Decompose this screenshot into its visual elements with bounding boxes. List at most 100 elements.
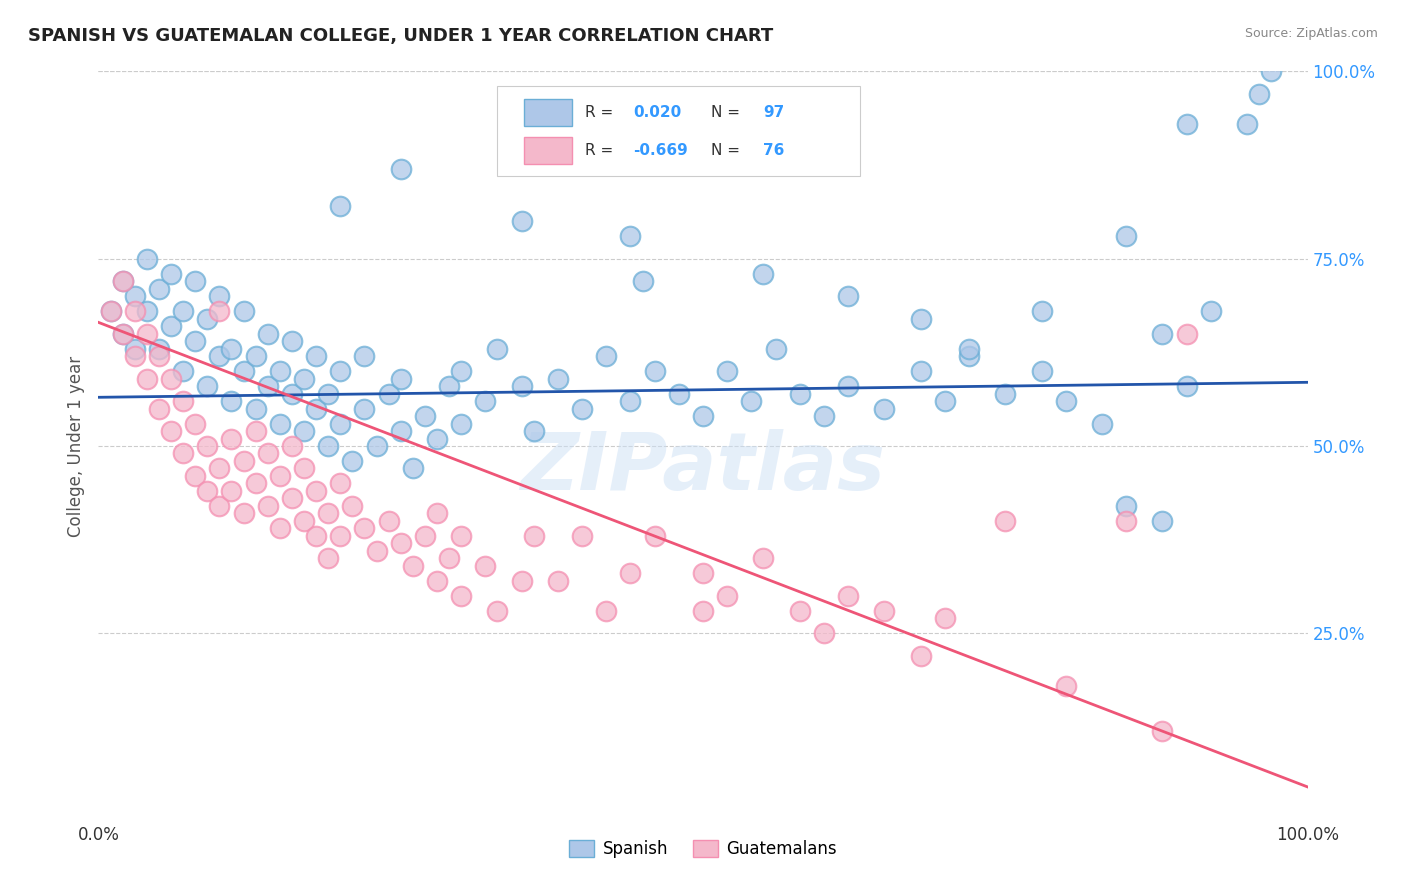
Point: [160, 371, 183, 385]
Point: [111, 326, 134, 341]
Point: [1236, 117, 1258, 131]
Point: [789, 604, 811, 618]
Point: [547, 574, 569, 588]
Point: [934, 611, 956, 625]
Point: [172, 364, 194, 378]
Point: [135, 326, 157, 341]
Point: [413, 409, 436, 423]
Point: [305, 349, 328, 363]
Point: [329, 476, 352, 491]
Point: [245, 349, 267, 363]
Point: [994, 514, 1017, 528]
Point: [208, 499, 231, 513]
Point: [329, 364, 352, 378]
Point: [1091, 417, 1114, 431]
Point: [523, 424, 546, 438]
Point: [1115, 499, 1137, 513]
Point: [329, 417, 352, 431]
Point: [740, 394, 762, 409]
Point: [342, 454, 364, 468]
Point: [160, 319, 183, 334]
Point: [957, 342, 980, 356]
Point: [413, 529, 436, 543]
Point: [450, 589, 472, 603]
Point: [631, 274, 654, 288]
Y-axis label: College, Under 1 year: College, Under 1 year: [66, 355, 84, 537]
Point: [752, 551, 775, 566]
Point: [148, 401, 170, 416]
Point: [256, 446, 278, 460]
Point: [221, 432, 243, 446]
Point: [910, 311, 932, 326]
Point: [184, 469, 207, 483]
Point: [752, 267, 775, 281]
Text: R =: R =: [585, 143, 617, 158]
Point: [353, 349, 375, 363]
Point: [195, 439, 218, 453]
Point: [619, 566, 641, 581]
Point: [111, 274, 134, 288]
Point: [1054, 394, 1077, 409]
Legend: Spanish, Guatemalans: Spanish, Guatemalans: [562, 833, 844, 864]
Point: [957, 349, 980, 363]
Point: [148, 342, 170, 356]
Point: [292, 514, 315, 528]
Point: [232, 304, 254, 318]
Point: [510, 379, 533, 393]
Point: [245, 401, 267, 416]
FancyBboxPatch shape: [498, 87, 860, 177]
Point: [208, 349, 231, 363]
Point: [474, 558, 496, 573]
Point: [329, 529, 352, 543]
Point: [510, 214, 533, 228]
Point: [111, 326, 134, 341]
Point: [692, 409, 714, 423]
Point: [389, 161, 412, 176]
Point: [934, 394, 956, 409]
Point: [316, 507, 339, 521]
Point: [450, 529, 472, 543]
Point: [644, 364, 666, 378]
Point: [305, 483, 328, 498]
Point: [232, 364, 254, 378]
Point: [135, 304, 157, 318]
Point: [402, 461, 425, 475]
Point: [1054, 679, 1077, 693]
Point: [256, 379, 278, 393]
Point: [619, 394, 641, 409]
Point: [389, 371, 412, 385]
Point: [100, 304, 122, 318]
Point: [426, 574, 449, 588]
Point: [124, 349, 146, 363]
Point: [377, 386, 399, 401]
Point: [184, 417, 207, 431]
Point: [547, 371, 569, 385]
Point: [1175, 117, 1198, 131]
Point: [486, 604, 509, 618]
Point: [292, 424, 315, 438]
Point: [1115, 229, 1137, 244]
Point: [510, 574, 533, 588]
Point: [595, 604, 617, 618]
Point: [100, 304, 122, 318]
Point: [873, 401, 896, 416]
Point: [389, 536, 412, 550]
Point: [910, 648, 932, 663]
Point: [245, 476, 267, 491]
Point: [245, 424, 267, 438]
Point: [221, 483, 243, 498]
Point: [1031, 304, 1053, 318]
Point: [269, 364, 291, 378]
Point: [474, 394, 496, 409]
Point: [195, 379, 218, 393]
Text: Source: ZipAtlas.com: Source: ZipAtlas.com: [1244, 27, 1378, 40]
Point: [221, 394, 243, 409]
Point: [342, 499, 364, 513]
Point: [184, 274, 207, 288]
Text: 97: 97: [763, 105, 785, 120]
Point: [256, 499, 278, 513]
Text: SPANISH VS GUATEMALAN COLLEGE, UNDER 1 YEAR CORRELATION CHART: SPANISH VS GUATEMALAN COLLEGE, UNDER 1 Y…: [28, 27, 773, 45]
Point: [813, 409, 835, 423]
Point: [221, 342, 243, 356]
Point: [281, 491, 304, 506]
